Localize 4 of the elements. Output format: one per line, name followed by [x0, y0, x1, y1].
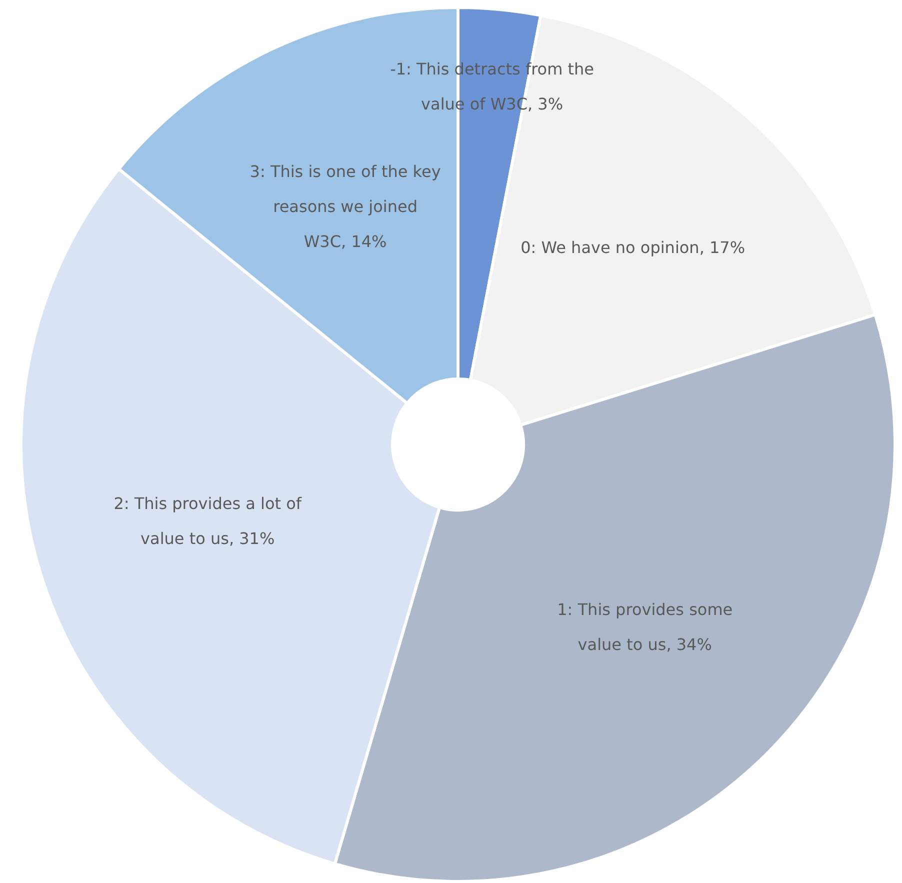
slice-label: 1: This provides some value to us, 34% — [557, 600, 733, 654]
slice-label: 0: We have no opinion, 17% — [520, 238, 746, 258]
slice-label: 2: This provides a lot of value to us, 31% — [114, 494, 302, 548]
slice-label: 3: This is one of the key reasons we joined W3C, 14% — [250, 162, 441, 251]
